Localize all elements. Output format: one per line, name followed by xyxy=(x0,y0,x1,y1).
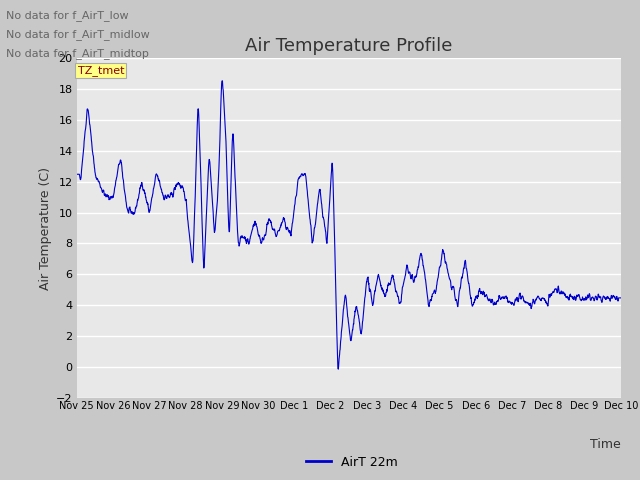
Text: No data for f_AirT_low: No data for f_AirT_low xyxy=(6,10,129,21)
Title: Air Temperature Profile: Air Temperature Profile xyxy=(245,36,452,55)
Text: TZ_tmet: TZ_tmet xyxy=(77,65,124,76)
Legend: AirT 22m: AirT 22m xyxy=(301,451,403,474)
Text: No data for f_AirT_midtop: No data for f_AirT_midtop xyxy=(6,48,149,59)
Y-axis label: Air Temperature (C): Air Temperature (C) xyxy=(39,167,52,289)
Text: No data for f_AirT_midlow: No data for f_AirT_midlow xyxy=(6,29,150,40)
Text: Time: Time xyxy=(590,438,621,451)
